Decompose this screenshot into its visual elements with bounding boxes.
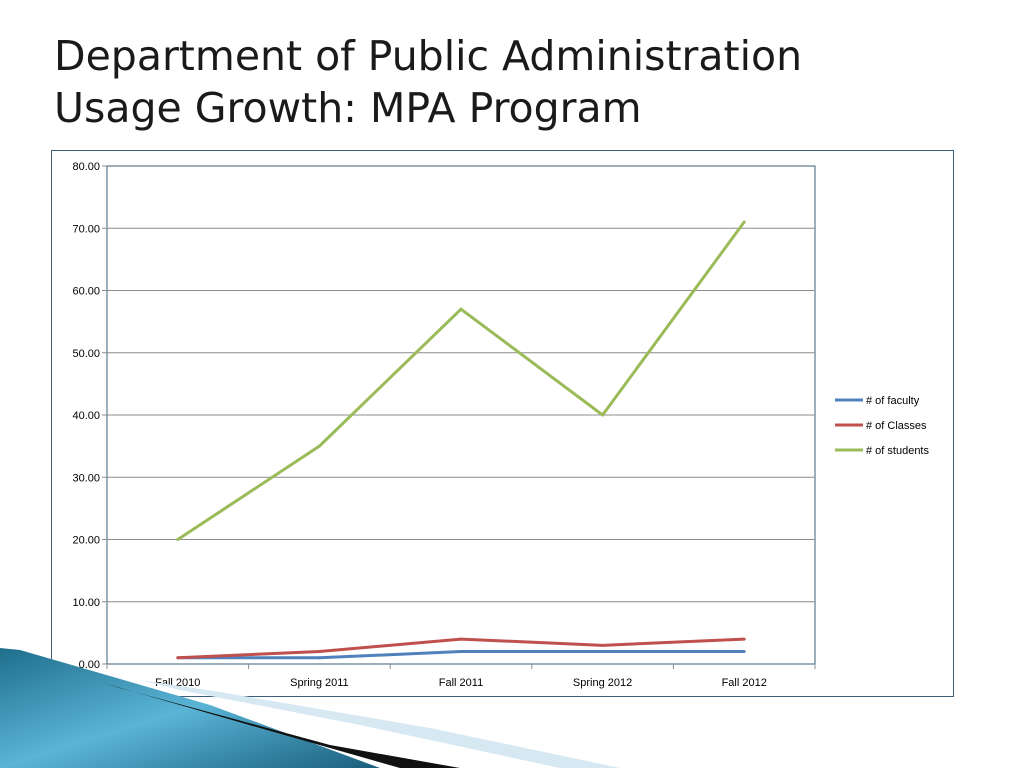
y-tick-label: 40.00 (72, 410, 100, 422)
data-point-classes (317, 650, 321, 654)
slide-title-line-2: Usage Growth: MPA Program (54, 84, 642, 132)
data-point-students (601, 413, 605, 417)
legend-label-students: # of students (866, 445, 929, 457)
data-point-faculty (601, 650, 605, 654)
legend-label-faculty: # of faculty (866, 395, 920, 407)
data-point-faculty (459, 650, 463, 654)
data-point-classes (742, 637, 746, 641)
y-tick-label: 30.00 (72, 472, 100, 484)
y-tick-label: 50.00 (72, 348, 100, 360)
x-tick-label: Fall 2012 (722, 677, 767, 689)
x-tick-label: Fall 2011 (439, 677, 483, 689)
y-tick-label: 70.00 (72, 223, 100, 235)
x-tick-label: Spring 2011 (290, 677, 349, 689)
legend-label-classes: # of Classes (866, 420, 927, 432)
light-swoosh-shape (140, 680, 620, 768)
data-point-students (317, 444, 321, 448)
chart-frame: 0.00 10.00 20.00 30.00 40.00 50.00 60.00 70.00 8… (51, 150, 954, 697)
y-tick-label: 80.00 (72, 161, 100, 173)
data-point-students (742, 220, 746, 224)
data-point-students (459, 307, 463, 311)
data-point-faculty (317, 656, 321, 660)
x-tick-label: Spring 2012 (573, 677, 632, 689)
line-chart: 0.00 10.00 20.00 30.00 40.00 50.00 60.00 70.00 8… (72, 161, 929, 689)
y-tick-label: 10.00 (72, 597, 100, 609)
slide-title-line-1: Department of Public Administration (54, 32, 803, 80)
data-point-classes (176, 656, 180, 660)
slide-title: Department of Public Administration Usag… (54, 30, 802, 134)
y-tick-label: 20.00 (72, 535, 100, 547)
data-point-students (176, 538, 180, 541)
data-point-classes (459, 637, 463, 641)
y-tick-label: 60.00 (72, 286, 100, 298)
teal-swoosh-shape (0, 648, 380, 768)
y-tick-label: 0.00 (79, 659, 100, 671)
data-point-faculty (742, 650, 746, 654)
data-point-classes (601, 643, 605, 647)
